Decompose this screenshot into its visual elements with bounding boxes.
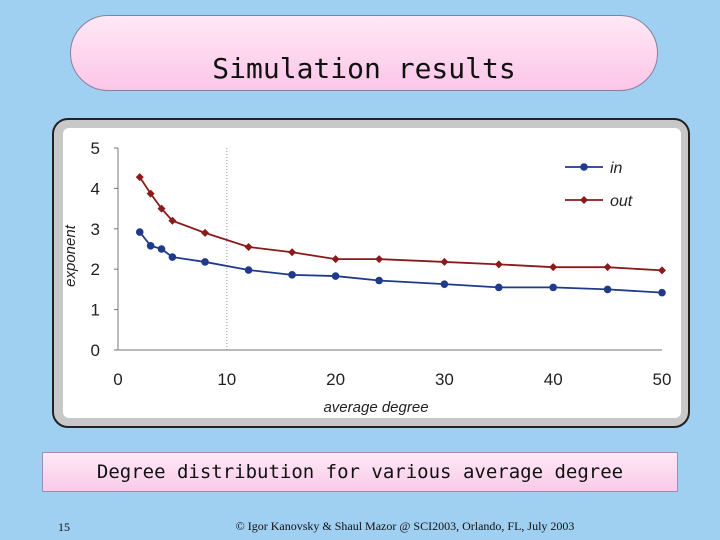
- data-point-out: [440, 257, 449, 266]
- legend-label-out: out: [610, 193, 633, 210]
- data-point-out: [494, 260, 503, 269]
- legend-marker-out: [580, 196, 588, 204]
- data-point-out: [549, 263, 558, 272]
- data-point-in: [603, 285, 612, 294]
- y-tick-label: 5: [91, 139, 100, 158]
- x-tick-label: 0: [113, 370, 122, 389]
- y-tick-label: 0: [91, 341, 100, 360]
- caption-text: Degree distribution for various average …: [96, 461, 624, 483]
- data-point-in: [168, 253, 177, 261]
- data-point-out: [658, 266, 666, 275]
- slide-number: 15: [58, 520, 70, 534]
- data-point-out: [157, 204, 166, 213]
- data-point-in: [288, 271, 296, 279]
- data-point-out: [146, 189, 155, 198]
- y-tick-label: 1: [91, 301, 100, 320]
- caption-banner: Degree distribution for various average …: [42, 452, 678, 492]
- x-tick-label: 30: [435, 370, 454, 389]
- data-point-in: [135, 228, 144, 236]
- x-tick-label: 10: [217, 370, 236, 389]
- data-point-in: [201, 258, 209, 266]
- data-point-out: [168, 216, 177, 225]
- x-tick-label: 50: [653, 370, 672, 389]
- data-point-in: [495, 283, 503, 292]
- data-point-in: [146, 241, 155, 250]
- data-point-in: [658, 288, 666, 297]
- slide-title: Simulation results: [212, 52, 516, 85]
- legend-label-in: in: [610, 160, 623, 177]
- y-tick-label: 4: [91, 179, 100, 198]
- data-point-out: [135, 173, 144, 182]
- data-point-in: [244, 266, 253, 274]
- legend-marker-in: [580, 163, 588, 171]
- data-point-in: [375, 276, 383, 285]
- series-line-in: [139, 231, 663, 294]
- data-point-in: [331, 272, 340, 280]
- y-tick-label: 2: [91, 260, 100, 279]
- x-axis-label: average degree: [323, 399, 428, 416]
- data-point-in: [157, 245, 166, 253]
- data-point-out: [375, 255, 384, 264]
- data-point-out: [244, 242, 253, 251]
- series-line-out: [139, 176, 663, 272]
- plot-area: [63, 128, 681, 418]
- title-banner: Simulation results: [70, 15, 658, 91]
- x-tick-label: 20: [326, 370, 345, 389]
- x-tick-label: 40: [544, 370, 563, 389]
- data-point-out: [603, 263, 612, 272]
- data-point-out: [331, 255, 340, 264]
- y-axis-label: exponent: [62, 224, 79, 287]
- footer-credit: © Igor Kanovsky & Shaul Mazor @ SCI2003,…: [235, 519, 575, 533]
- data-point-in: [440, 280, 449, 288]
- data-point-out: [201, 228, 210, 237]
- data-point-in: [549, 283, 557, 292]
- data-point-out: [288, 248, 297, 257]
- y-tick-label: 3: [91, 220, 100, 239]
